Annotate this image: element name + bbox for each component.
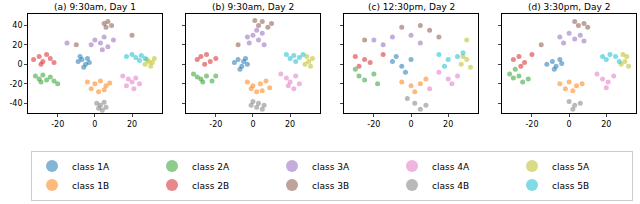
svg-text:class 3B: class 3B — [312, 181, 349, 191]
svg-text:(c) 12:30pm, Day 2: (c) 12:30pm, Day 2 — [368, 2, 455, 12]
svg-text:class 3A: class 3A — [312, 162, 350, 172]
svg-text:-40: -40 — [9, 99, 22, 108]
svg-text:20: 20 — [12, 41, 22, 50]
svg-text:class 2A: class 2A — [192, 162, 230, 172]
svg-text:class 4A: class 4A — [432, 162, 470, 172]
svg-text:class 5A: class 5A — [552, 162, 590, 172]
svg-text:0: 0 — [408, 120, 413, 129]
svg-text:(a) 9:30am, Day 1: (a) 9:30am, Day 1 — [54, 2, 136, 12]
svg-text:class 5B: class 5B — [552, 181, 589, 191]
svg-text:0: 0 — [92, 120, 97, 129]
svg-text:-20: -20 — [209, 120, 222, 129]
svg-text:(b) 9:30am, Day 2: (b) 9:30am, Day 2 — [212, 2, 294, 12]
svg-text:class 4B: class 4B — [432, 181, 469, 191]
svg-text:-20: -20 — [9, 80, 22, 89]
svg-text:20: 20 — [285, 120, 295, 129]
svg-text:-20: -20 — [525, 120, 538, 129]
svg-text:0: 0 — [250, 120, 255, 129]
svg-text:0: 0 — [567, 120, 572, 129]
svg-text:class 2B: class 2B — [192, 181, 229, 191]
svg-text:20: 20 — [601, 120, 611, 129]
svg-text:(d) 3:30pm, Day 2: (d) 3:30pm, Day 2 — [528, 2, 610, 12]
svg-text:20: 20 — [127, 120, 137, 129]
svg-text:0: 0 — [17, 60, 22, 69]
svg-text:40: 40 — [12, 21, 22, 30]
svg-text:-20: -20 — [367, 120, 380, 129]
svg-text:class 1A: class 1A — [72, 162, 110, 172]
svg-text:class 1B: class 1B — [72, 181, 109, 191]
svg-text:20: 20 — [443, 120, 453, 129]
svg-text:-20: -20 — [51, 120, 64, 129]
